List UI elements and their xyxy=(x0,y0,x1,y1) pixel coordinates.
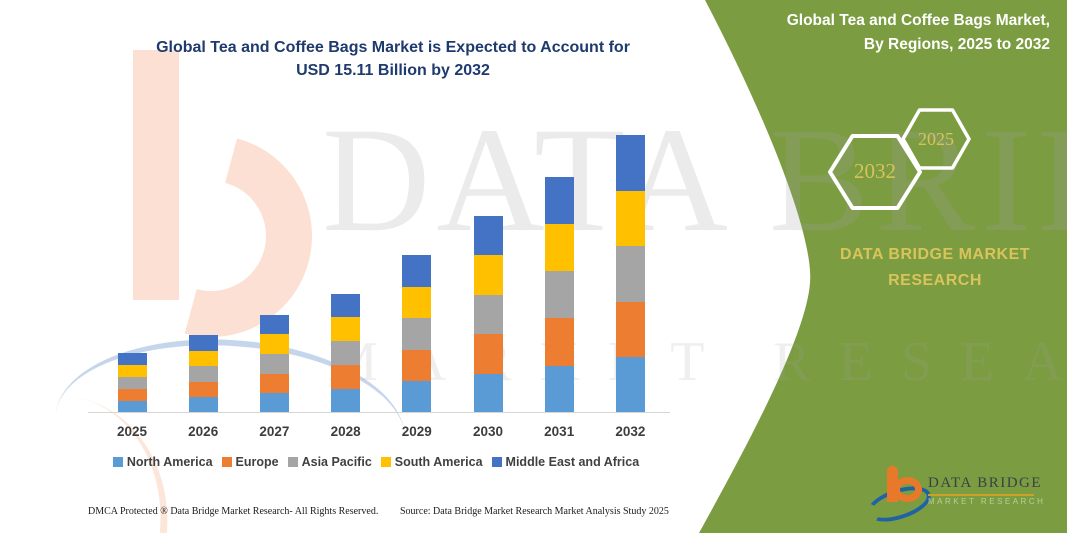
bar-segment xyxy=(259,334,289,354)
stacked-bar-2027 xyxy=(259,314,289,413)
x-axis-label: 2027 xyxy=(259,424,290,439)
legend-swatch-icon xyxy=(112,457,123,467)
x-axis-label: 2031 xyxy=(544,424,575,439)
chart-title-line1: Global Tea and Coffee Bags Market is Exp… xyxy=(156,39,630,56)
x-axis-label: 2028 xyxy=(330,424,361,439)
bar-segment xyxy=(402,255,432,287)
bar-segment xyxy=(117,389,147,401)
hexagon-year-2032: 2032 xyxy=(854,159,896,183)
side-panel-shape xyxy=(699,0,1067,533)
stacked-bar-2026 xyxy=(188,335,218,413)
chart-legend: North America Europe Asia Pacific South Ame… xyxy=(70,455,682,469)
bar-segment xyxy=(544,176,574,224)
bar-segment xyxy=(615,301,645,358)
bar-segment xyxy=(402,349,432,382)
bar-segment xyxy=(544,318,574,366)
stacked-bar-2029 xyxy=(402,255,432,413)
source-text: Source: Data Bridge Market Research Mark… xyxy=(400,506,669,517)
legend-item: Europe xyxy=(221,455,279,469)
bar-segment xyxy=(117,365,147,377)
dmca-copyright-text: DMCA Protected ® Data Bridge Market Rese… xyxy=(88,506,379,517)
bar-segment xyxy=(473,294,503,335)
logo-subtitle: MARKET RESEARCH xyxy=(928,497,1046,506)
brand-name-line1: DATA BRIDGE MARKET xyxy=(839,246,1031,263)
bar-segment xyxy=(188,335,218,351)
logo-divider xyxy=(928,494,1034,496)
legend-label: Middle East and Africa xyxy=(505,455,640,469)
side-panel-heading-line1: Global Tea and Coffee Bags Market, xyxy=(786,12,1050,29)
bar-segment xyxy=(615,190,645,247)
brand-name-line2: RESEARCH xyxy=(888,272,982,289)
bar-segment xyxy=(259,393,289,413)
company-logo: DATA BRIDGE MARKET RESEARCH xyxy=(860,458,1050,529)
legend-label: South America xyxy=(394,455,483,469)
side-panel-heading: Global Tea and Coffee Bags Market, By Re… xyxy=(715,9,1050,57)
stacked-bar-2028 xyxy=(331,293,361,413)
legend-item: South America xyxy=(380,455,483,469)
legend-item: North America xyxy=(112,455,213,469)
side-panel-heading-line2: By Regions, 2025 to 2032 xyxy=(863,36,1050,53)
bar-segment xyxy=(117,377,147,389)
stacked-bar-2032 xyxy=(615,135,645,413)
bar-segment xyxy=(331,341,361,366)
bar-segment xyxy=(402,318,432,350)
stacked-bar-2031 xyxy=(544,176,574,413)
x-axis-label: 2026 xyxy=(188,424,219,439)
legend-item: Middle East and Africa xyxy=(491,455,640,469)
chart-title-line2: USD 15.11 Billion by 2032 xyxy=(296,62,490,79)
legend-swatch-icon xyxy=(287,457,298,467)
bar-segment xyxy=(615,357,645,413)
bar-segment xyxy=(544,223,574,272)
bar-segment xyxy=(615,135,645,191)
legend-swatch-icon xyxy=(221,457,232,467)
bar-segment xyxy=(331,389,361,413)
bar-segment xyxy=(473,334,503,374)
bar-segment xyxy=(188,381,218,398)
watermark-b-logo-stem xyxy=(133,50,179,300)
x-axis-line xyxy=(88,412,670,413)
legend-label: Europe xyxy=(235,455,279,469)
chart-title: Global Tea and Coffee Bags Market is Exp… xyxy=(93,36,693,82)
bar-segment xyxy=(331,365,361,390)
bar-segment xyxy=(544,271,574,319)
bar-segment xyxy=(259,314,289,335)
brand-name-text: DATA BRIDGE MARKET RESEARCH xyxy=(780,242,1067,294)
bar-segment xyxy=(188,366,218,382)
bar-segment xyxy=(473,373,503,413)
x-axis-label: 2029 xyxy=(401,424,432,439)
bar-segment xyxy=(117,401,147,413)
logo-b-bowl-icon xyxy=(893,477,922,502)
bar-segment xyxy=(117,353,147,365)
bar-segment xyxy=(331,293,361,318)
legend-swatch-icon xyxy=(380,457,391,467)
bar-segment xyxy=(188,397,218,413)
bar-segment xyxy=(615,246,645,302)
bar-segment xyxy=(402,286,432,319)
x-axis-label: 2032 xyxy=(615,424,646,439)
x-axis-label: 2030 xyxy=(472,424,504,439)
bar-segment xyxy=(544,365,574,413)
bar-segment xyxy=(188,350,218,367)
stacked-bar-2030 xyxy=(473,216,503,413)
bar-segment xyxy=(259,373,289,394)
stacked-bar-2025 xyxy=(117,353,147,413)
legend-swatch-icon xyxy=(491,457,502,467)
legend-label: North America xyxy=(126,455,213,469)
logo-b-icon xyxy=(887,466,898,502)
bar-segment xyxy=(331,317,361,342)
x-axis-label: 2025 xyxy=(116,424,148,439)
bar-segment xyxy=(259,353,289,374)
bar-segment xyxy=(402,381,432,413)
legend-label: Asia Pacific xyxy=(301,455,372,469)
bar-segment xyxy=(473,255,503,295)
legend-item: Asia Pacific xyxy=(287,455,372,469)
logo-wordmark: DATA BRIDGE xyxy=(928,475,1043,491)
bar-segment xyxy=(473,216,503,256)
hexagon-year-2025: 2025 xyxy=(918,129,954,149)
